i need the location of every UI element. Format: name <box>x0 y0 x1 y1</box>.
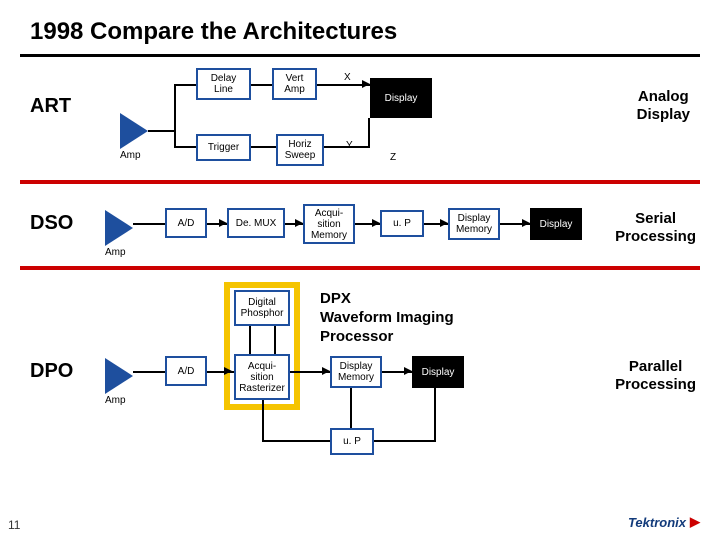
line <box>350 388 352 428</box>
art-label: ART <box>30 95 71 118</box>
dso-right-label: Serial Processing <box>615 210 696 246</box>
dso-display: Display <box>530 208 582 240</box>
arrow <box>219 219 227 227</box>
arrow <box>440 219 448 227</box>
acq-raster-box: Acqui- sition Rasterizer <box>234 354 290 400</box>
line <box>174 146 196 148</box>
digital-phosphor-box: Digital Phosphor <box>234 290 290 326</box>
dso-demux: De. MUX <box>227 208 285 238</box>
line <box>262 400 264 440</box>
x-label: X <box>344 72 351 83</box>
art-amp-triangle <box>120 113 148 149</box>
dpx-text: DPX Waveform Imaging Processor <box>320 290 454 346</box>
dpo-amp-tri <box>105 358 133 394</box>
dpo-ad: A/D <box>165 356 207 386</box>
arrow <box>404 367 412 375</box>
line <box>251 146 276 148</box>
arrow <box>224 367 232 375</box>
arrow <box>522 219 530 227</box>
dso-up: u. P <box>380 210 424 237</box>
line <box>324 146 370 148</box>
dso-amp-tri <box>105 210 133 246</box>
trigger-box: Trigger <box>196 134 251 161</box>
art-display: Display <box>370 78 432 118</box>
divider-2 <box>20 266 700 270</box>
dpo-right-label: Parallel Processing <box>615 358 696 394</box>
divider-1 <box>20 180 700 184</box>
line <box>274 326 276 354</box>
art-right-label: Analog Display <box>637 88 690 124</box>
dpo-dispmem: Display Memory <box>330 356 382 388</box>
arrow <box>295 219 303 227</box>
delay-line-box: Delay Line <box>196 68 251 100</box>
z-label: Z <box>390 152 396 163</box>
tektronix-logo: Tektronix ▶ <box>628 514 700 530</box>
arrow <box>372 219 380 227</box>
logo-text: Tektronix <box>628 515 686 530</box>
horiz-sweep-box: Horiz Sweep <box>276 134 324 166</box>
dpo-up: u. P <box>330 428 374 455</box>
vert-amp-box: Vert Amp <box>272 68 317 100</box>
line <box>174 84 196 86</box>
dso-label: DSO <box>30 212 73 235</box>
logo-chevron-icon: ▶ <box>690 514 700 530</box>
dso-ad: A/D <box>165 208 207 238</box>
dso-acqmem: Acqui- sition Memory <box>303 204 355 244</box>
line <box>249 326 251 354</box>
line <box>374 440 436 442</box>
arrow <box>362 80 370 88</box>
dpo-display: Display <box>412 356 464 388</box>
dso-dispmem: Display Memory <box>448 208 500 240</box>
art-amp-label: Amp <box>120 150 141 161</box>
dpo-label: DPO <box>30 360 73 383</box>
line <box>434 388 436 442</box>
title-divider <box>20 54 700 57</box>
arrow <box>322 367 330 375</box>
slide-title: 1998 Compare the Architectures <box>0 0 720 54</box>
line <box>133 371 165 373</box>
line <box>133 223 165 225</box>
page-number: 11 <box>8 518 20 532</box>
line <box>148 130 174 132</box>
line <box>174 84 176 146</box>
line <box>262 440 330 442</box>
dso-amp-label: Amp <box>105 247 126 258</box>
dpo-amp-label: Amp <box>105 395 126 406</box>
line <box>251 84 272 86</box>
line <box>368 118 370 148</box>
